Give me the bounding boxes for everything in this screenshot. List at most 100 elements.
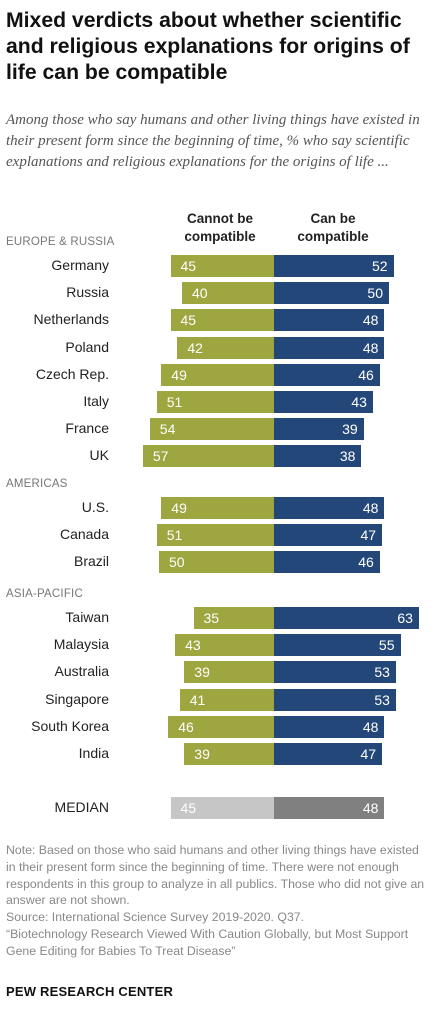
bar-cannot-compatible [184, 661, 274, 684]
value-label-cannot: 42 [187, 339, 203, 356]
bar-can-compatible [274, 524, 383, 547]
header-can-be-compatible: Can be compatible [297, 211, 369, 244]
value-label-cannot: 41 [189, 691, 206, 708]
bar-cannot-compatible [161, 363, 274, 386]
country-label: Czech Rep. [35, 365, 109, 382]
bar-cannot-compatible [168, 715, 274, 738]
country-label: U.S. [81, 499, 109, 515]
country-label: UK [89, 447, 109, 464]
value-label-can: 63 [397, 610, 413, 626]
country-label: Singapore [45, 690, 109, 707]
value-label-cannot: 51 [166, 394, 183, 410]
country-label: Australia [54, 663, 109, 680]
value-label-can: 50 [367, 285, 383, 302]
note-text: Note: Based on those who said humans and… [6, 843, 425, 908]
value-label-can: 47 [360, 746, 377, 762]
value-label-can: 47 [360, 527, 377, 544]
value-label-can: 46 [358, 366, 374, 383]
bar-can-compatible [274, 688, 396, 711]
pew-logo: PEW RESEARCH CENTER [6, 984, 174, 999]
bar-can-compatible [274, 282, 389, 305]
section-label: AMERICAS [6, 478, 68, 490]
report-title: “Biotechnology Research Viewed With Caut… [6, 926, 409, 958]
bar-cannot-compatible [156, 391, 274, 413]
country-label: Germany [51, 257, 109, 273]
bar-can-compatible [274, 661, 396, 684]
bar-can-compatible [274, 607, 419, 629]
value-label-cannot: 39 [194, 746, 210, 762]
bar-can-compatible [274, 634, 401, 657]
value-label-can: 38 [339, 448, 356, 465]
value-label-can: 52 [372, 258, 388, 274]
bar-can-compatible [274, 391, 373, 413]
bar-can-compatible [274, 551, 380, 574]
country-label: Malaysia [53, 636, 109, 653]
value-label-can: 46 [358, 554, 374, 571]
bar-cannot-compatible [193, 607, 274, 629]
value-label-can: 53 [374, 691, 390, 708]
value-label-cannot: 45 [180, 312, 197, 329]
country-label: Poland [65, 338, 109, 355]
bar-cannot-compatible [184, 743, 274, 765]
bar-cannot-compatible [182, 282, 274, 305]
value-label-can: 48 [362, 800, 379, 816]
chart-title: Mixed verdicts about whether scientific … [6, 9, 410, 84]
value-label-cannot: 49 [171, 366, 187, 383]
value-label-cannot: 51 [166, 527, 183, 544]
bar-can-compatible [274, 255, 394, 277]
bar-can-compatible [274, 336, 385, 359]
value-label-cannot: 49 [171, 500, 187, 516]
country-label: South Korea [31, 717, 109, 734]
source-text: Source: International Science Survey 201… [6, 910, 305, 925]
value-label-can: 48 [362, 312, 379, 329]
value-label-can: 53 [374, 664, 390, 681]
value-label-cannot: 40 [192, 285, 208, 302]
section-label: EUROPE & RUSSIA [6, 236, 115, 248]
bar-can-compatible [274, 363, 380, 386]
median-label: MEDIAN [54, 799, 109, 815]
value-label-cannot: 45 [180, 258, 197, 274]
country-label: Canada [59, 526, 109, 543]
bar-cannot-compatible [170, 797, 274, 819]
bar-cannot-compatible [142, 445, 274, 468]
value-label-cannot: 43 [185, 637, 201, 654]
bar-can-compatible [274, 797, 385, 819]
bar-cannot-compatible [156, 524, 274, 547]
bar-can-compatible [274, 309, 385, 332]
bar-cannot-compatible [159, 551, 274, 574]
country-label: Russia [66, 284, 109, 301]
bar-cannot-compatible [177, 336, 274, 359]
bar-can-compatible [274, 418, 364, 441]
bar-cannot-compatible [161, 497, 274, 519]
bar-cannot-compatible [179, 688, 274, 711]
country-label: Netherlands [33, 311, 110, 328]
country-label: Italy [83, 393, 109, 409]
country-label: India [78, 745, 109, 761]
footnote: Note: Based on those who said humans and… [6, 842, 431, 960]
value-label-cannot: 57 [152, 448, 169, 465]
value-label-cannot: 35 [203, 610, 220, 626]
section-label: ASIA-PACIFIC [6, 588, 83, 600]
bar-cannot-compatible [170, 255, 274, 277]
value-label-cannot: 46 [178, 718, 194, 735]
header-cannot-be-compatible: Cannot be compatible [184, 211, 256, 244]
chart-subtitle: Among those who say humans and other liv… [6, 112, 420, 170]
value-label-can: 55 [378, 637, 395, 654]
value-label-can: 48 [362, 500, 379, 516]
bar-can-compatible [274, 497, 385, 519]
value-label-can: 43 [351, 394, 367, 410]
bar-can-compatible [274, 445, 362, 468]
value-label-can: 48 [362, 339, 379, 356]
bar-cannot-compatible [170, 309, 274, 332]
bar-cannot-compatible [175, 634, 274, 657]
value-label-cannot: 39 [194, 664, 210, 681]
country-label: Brazil [73, 553, 109, 570]
country-label: Taiwan [65, 609, 109, 625]
value-label-cannot: 45 [180, 800, 197, 816]
country-label: France [65, 420, 109, 437]
bar-can-compatible [274, 715, 385, 738]
value-label-cannot: 54 [159, 421, 176, 438]
bar-can-compatible [274, 743, 383, 765]
value-label-cannot: 50 [169, 554, 185, 571]
value-label-can: 48 [362, 718, 379, 735]
